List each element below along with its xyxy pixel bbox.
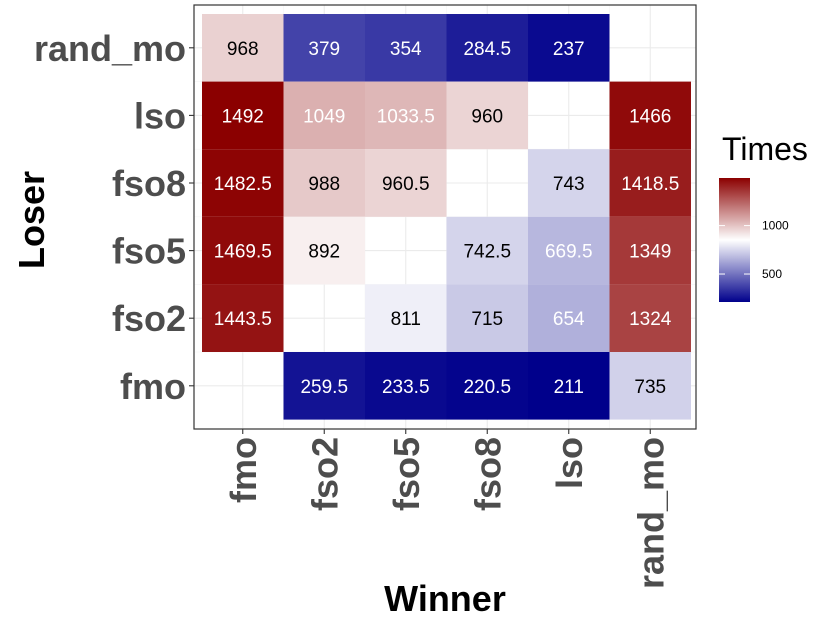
heatmap-cell xyxy=(365,284,447,352)
y-tick-label: lso xyxy=(134,95,186,136)
cell-value-label: 742.5 xyxy=(463,242,511,263)
heatmap-cell xyxy=(446,216,528,285)
y-tick-label: fso5 xyxy=(112,231,186,272)
heatmap-cell xyxy=(202,149,284,217)
heatmap-cells: 968 379 354 284.5 237 1492 1049 1033.5 960 1466 14… xyxy=(202,14,691,420)
heatmap-cell xyxy=(446,81,528,150)
x-axis-tick-labels: fmo fso2 fso5 fso8 lso rand_mo xyxy=(223,429,671,589)
heatmap-cell xyxy=(283,81,365,150)
cell-value-label: 284.5 xyxy=(463,39,511,60)
x-tick-label: fso8 xyxy=(467,437,508,511)
heatmap-cell xyxy=(283,14,365,82)
cell-value-label: 211 xyxy=(554,377,584,398)
cell-value-label: 379 xyxy=(308,39,340,60)
heatmap-cell xyxy=(202,284,284,352)
legend-tick-label: 1000 xyxy=(762,219,789,233)
cell-value-label: 735 xyxy=(634,377,666,398)
heatmap-cell xyxy=(283,149,365,217)
heatmap-cell xyxy=(446,284,528,352)
cell-value-label: 892 xyxy=(308,242,340,263)
x-tick-label: lso xyxy=(549,437,590,489)
heatmap-cell xyxy=(283,352,365,420)
heatmap-cell xyxy=(528,352,610,420)
cell-value-label: 654 xyxy=(553,309,585,330)
y-tick-label: fso8 xyxy=(112,163,186,204)
heatmap-cell xyxy=(609,352,691,420)
heatmap-cell xyxy=(365,81,447,150)
legend-colorbar xyxy=(719,178,750,302)
cell-value-label: 259.5 xyxy=(300,377,348,398)
cell-value-label: 1466 xyxy=(629,106,671,127)
cell-value-label: 1492 xyxy=(222,106,264,127)
heatmap-cell xyxy=(202,216,284,285)
cell-value-label: 968 xyxy=(227,39,259,60)
x-axis-title: Winner xyxy=(384,578,506,619)
x-tick-label: rand_mo xyxy=(630,437,671,589)
y-tick-label: fmo xyxy=(120,366,186,407)
cell-value-label: 220.5 xyxy=(463,377,511,398)
y-axis-tick-labels: fmo fso2 fso5 fso8 lso rand_mo xyxy=(34,28,194,407)
cell-value-label: 811 xyxy=(391,309,421,330)
heatmap-cell xyxy=(609,284,691,352)
plot-panel: 968 379 354 284.5 237 1492 1049 1033.5 960 1466 14… xyxy=(193,4,697,430)
color-legend: Times 500 1000 xyxy=(719,131,808,302)
cell-value-label: 1349 xyxy=(629,242,671,263)
heatmap-cell xyxy=(446,14,528,82)
cell-value-label: 1049 xyxy=(303,106,345,127)
heatmap-cell xyxy=(365,149,447,217)
heatmap-cell xyxy=(528,284,610,352)
cell-value-label: 743 xyxy=(553,174,585,195)
heatmap-cell xyxy=(446,352,528,420)
heatmap-cell xyxy=(609,149,691,217)
heatmap-cell xyxy=(283,216,365,285)
heatmap-cell xyxy=(528,14,610,82)
cell-value-label: 354 xyxy=(390,39,422,60)
legend-tick-label: 500 xyxy=(762,267,782,281)
x-tick-label: fmo xyxy=(223,437,264,503)
heatmap-cell xyxy=(609,216,691,285)
y-tick-label: rand_mo xyxy=(34,28,186,69)
heatmap-cell xyxy=(202,14,284,82)
x-tick-label: fso5 xyxy=(386,437,427,511)
cell-value-label: 960.5 xyxy=(382,174,430,195)
cell-value-label: 1418.5 xyxy=(621,174,679,195)
y-axis-title: Loser xyxy=(11,171,52,269)
panel-border xyxy=(193,4,697,430)
cell-value-label: 1482.5 xyxy=(214,174,272,195)
cell-value-label: 1324 xyxy=(629,309,672,330)
cell-value-label: 988 xyxy=(308,174,340,195)
heatmap-cell xyxy=(365,352,447,420)
cell-value-label: 960 xyxy=(471,106,503,127)
cell-value-label: 1469.5 xyxy=(214,242,272,263)
cell-value-label: 233.5 xyxy=(382,377,430,398)
cell-value-label: 237 xyxy=(553,39,585,60)
x-tick-label: fso2 xyxy=(304,437,345,511)
cell-value-label: 715 xyxy=(471,309,503,330)
cell-value-label: 669.5 xyxy=(545,242,593,263)
heatmap-cell xyxy=(609,81,691,150)
heatmap-cell xyxy=(528,216,610,285)
heatmap-cell xyxy=(528,149,610,217)
heatmap-cell xyxy=(202,81,284,150)
cell-value-label: 1443.5 xyxy=(214,309,272,330)
y-tick-label: fso2 xyxy=(112,298,186,339)
legend-title: Times xyxy=(722,131,808,167)
cell-value-label: 1033.5 xyxy=(377,106,435,127)
heatmap-cell xyxy=(365,14,447,82)
